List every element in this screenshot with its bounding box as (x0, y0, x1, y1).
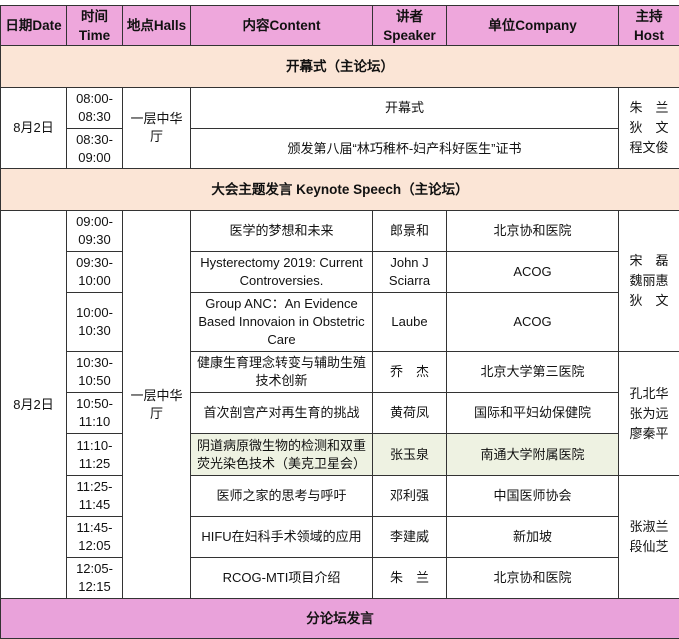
header-company: 单位Company (447, 6, 619, 46)
company-cell: 北京大学第三医院 (447, 352, 619, 393)
header-time: 时间 Time (67, 6, 123, 46)
schedule-table: 日期Date 时间 Time 地点Halls 内容Content 讲者 Spea… (0, 5, 679, 639)
table-row: 12:05- 12:15 RCOG-MTI项目介绍朱 兰北京协和医院 (1, 558, 679, 599)
hall-cell: 一层中华厅 (123, 211, 191, 599)
table-row: 8月2日 08:00- 08:30 一层中华厅 开幕式 朱 兰 狄 文 程文俊 (1, 88, 679, 129)
header-hall: 地点Halls (123, 6, 191, 46)
section-title-branch: 分论坛发言 (1, 599, 679, 639)
table-row: 08:30- 09:00 颁发第八届“林巧稚杯-妇产科好医生”证书 (1, 129, 679, 169)
table-row: 10:30- 10:50 健康生育理念转变与辅助生殖技术创新乔 杰北京大学第三医院… (1, 352, 679, 393)
host-cell: 宋 磊 魏丽惠 狄 文 (619, 211, 679, 352)
time-cell: 11:25- 11:45 (67, 476, 123, 517)
section-row: 大会主题发言 Keynote Speech（主论坛） (1, 169, 679, 211)
host-cell: 孔北华 张为远 廖秦平 (619, 352, 679, 476)
speaker-cell: 朱 兰 (373, 558, 447, 599)
section-row: 开幕式（主论坛） (1, 46, 679, 88)
table-row: 10:00- 10:30 Group ANC：An Evidence Based … (1, 293, 679, 352)
table-row: 11:10- 11:25 阴道病原微生物的检测和双重荧光染色技术（美克卫星会）张玉… (1, 434, 679, 476)
hall-cell: 一层中华厅 (123, 88, 191, 169)
time-cell: 11:45- 12:05 (67, 517, 123, 558)
header-date: 日期Date (1, 6, 67, 46)
time-cell: 12:05- 12:15 (67, 558, 123, 599)
time-cell: 09:00- 09:30 (67, 211, 123, 252)
content-cell: 开幕式 (191, 88, 619, 129)
header-row: 日期Date 时间 Time 地点Halls 内容Content 讲者 Spea… (1, 6, 679, 46)
company-cell: 国际和平妇幼保健院 (447, 393, 619, 434)
time-cell: 08:30- 09:00 (67, 129, 123, 169)
company-cell: ACOG (447, 252, 619, 293)
section-title-keynote: 大会主题发言 Keynote Speech（主论坛） (1, 169, 679, 211)
time-cell: 09:30- 10:00 (67, 252, 123, 293)
content-cell: RCOG-MTI项目介绍 (191, 558, 373, 599)
content-cell: Hysterectomy 2019: Current Controversies… (191, 252, 373, 293)
speaker-cell: John J Sciarra (373, 252, 447, 293)
section-title-opening: 开幕式（主论坛） (1, 46, 679, 88)
table-row: 09:30- 10:00 Hysterectomy 2019: Current C… (1, 252, 679, 293)
speaker-cell: 张玉泉 (373, 434, 447, 476)
speaker-cell: 郎景和 (373, 211, 447, 252)
host-cell: 张淑兰 段仙芝 (619, 476, 679, 599)
content-cell: Group ANC：An Evidence Based Innovaion in… (191, 293, 373, 352)
date-cell: 8月2日 (1, 211, 67, 599)
time-cell: 08:00- 08:30 (67, 88, 123, 129)
content-cell: 颁发第八届“林巧稚杯-妇产科好医生”证书 (191, 129, 619, 169)
company-cell: 新加坡 (447, 517, 619, 558)
speaker-cell: Laube (373, 293, 447, 352)
header-host: 主持 Host (619, 6, 679, 46)
content-cell: 阴道病原微生物的检测和双重荧光染色技术（美克卫星会） (191, 434, 373, 476)
time-cell: 11:10- 11:25 (67, 434, 123, 476)
content-cell: 医学的梦想和未来 (191, 211, 373, 252)
company-cell: 北京协和医院 (447, 558, 619, 599)
company-cell: 北京协和医院 (447, 211, 619, 252)
company-cell: 中国医师协会 (447, 476, 619, 517)
speaker-cell: 乔 杰 (373, 352, 447, 393)
header-speaker: 讲者 Speaker (373, 6, 447, 46)
section-row: 分论坛发言 (1, 599, 679, 639)
host-cell: 朱 兰 狄 文 程文俊 (619, 88, 679, 169)
speaker-cell: 黄荷凤 (373, 393, 447, 434)
content-cell: 首次剖宫产对再生育的挑战 (191, 393, 373, 434)
content-cell: 健康生育理念转变与辅助生殖技术创新 (191, 352, 373, 393)
time-cell: 10:00- 10:30 (67, 293, 123, 352)
speaker-cell: 邓利强 (373, 476, 447, 517)
company-cell: 南通大学附属医院 (447, 434, 619, 476)
time-cell: 10:50- 11:10 (67, 393, 123, 434)
date-cell: 8月2日 (1, 88, 67, 169)
content-cell: 医师之家的思考与呼吁 (191, 476, 373, 517)
table-row: 11:45- 12:05 HIFU在妇科手术领域的应用李建威新加坡 (1, 517, 679, 558)
content-cell: HIFU在妇科手术领域的应用 (191, 517, 373, 558)
speaker-cell: 李建威 (373, 517, 447, 558)
time-cell: 10:30- 10:50 (67, 352, 123, 393)
company-cell: ACOG (447, 293, 619, 352)
table-row: 10:50- 11:10 首次剖宫产对再生育的挑战黄荷凤国际和平妇幼保健院 (1, 393, 679, 434)
header-content: 内容Content (191, 6, 373, 46)
